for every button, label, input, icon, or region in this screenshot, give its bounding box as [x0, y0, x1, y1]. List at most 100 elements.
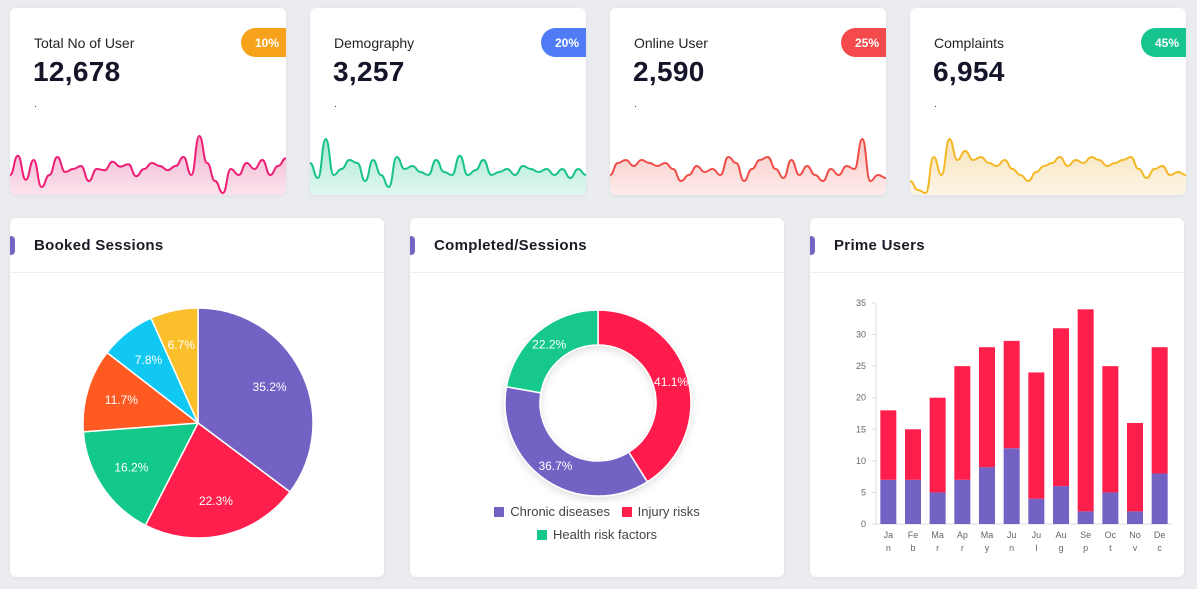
bar-segment	[979, 347, 995, 468]
pie-slice	[82, 351, 200, 433]
y-tick-label: 0	[861, 519, 866, 529]
stat-badge: 20%	[541, 28, 586, 57]
stat-title: Complaints	[934, 35, 1005, 51]
slice-label: 11.7%	[105, 393, 138, 407]
stat-value: 2,590	[633, 56, 705, 87]
bar-segment	[880, 410, 897, 480]
stat-card-total-users: Total No of User 12,678 . 10%	[10, 8, 286, 195]
bar-segment	[929, 492, 946, 524]
slice-label: 22.2%	[532, 338, 566, 352]
panel-title: Completed/Sessions	[434, 237, 587, 254]
y-tick-label: 30	[856, 330, 866, 340]
x-tick-label: Oc	[1105, 530, 1117, 540]
x-tick-label: b	[910, 543, 915, 553]
bar-segment	[1028, 498, 1045, 524]
stat-card-complaints: Complaints 6,954 . 45%	[910, 8, 1186, 195]
panel-accent-bar	[410, 236, 415, 255]
slice-label: 41.1%	[654, 375, 688, 389]
slice-label: 35.2%	[253, 380, 287, 394]
bar-segment	[1053, 486, 1069, 524]
bar-segment	[954, 366, 971, 480]
completed-sessions-panel: Completed/Sessions 41.1% 36.7% 22.2% Chron…	[410, 218, 784, 577]
sparkline-area	[10, 136, 286, 195]
chart-legend: Chronic diseases Injury risks	[410, 504, 784, 520]
booked-sessions-pie-chart: 35.2% 22.3% 16.2% 11.7% 7.8% 6.7%	[82, 307, 314, 539]
x-tick-label: r	[936, 543, 939, 553]
pie-slice	[149, 307, 199, 424]
legend-item[interactable]: Health risk factors	[536, 527, 657, 542]
legend-swatch	[494, 506, 505, 517]
legend-item[interactable]: Injury risks	[621, 504, 700, 519]
bar-segment	[1028, 372, 1045, 499]
sparkline-line	[310, 137, 586, 189]
y-tick-label: 10	[856, 456, 866, 466]
stat-subtext: .	[334, 99, 337, 110]
bar-segment	[1151, 347, 1168, 474]
stat-badge: 45%	[1141, 28, 1186, 57]
stat-title: Online User	[634, 35, 708, 51]
x-tick-label: No	[1129, 530, 1141, 540]
sparkline-area	[310, 139, 586, 195]
x-tick-label: r	[961, 543, 964, 553]
slice-label: 6.7%	[168, 338, 196, 352]
x-tick-label: Ju	[1032, 530, 1042, 540]
x-tick-label: Se	[1080, 530, 1091, 540]
panel-header: Prime Users	[810, 218, 1184, 273]
slice-label: 36.7%	[538, 459, 572, 473]
pie-slice	[144, 421, 292, 539]
slice-label: 16.2%	[114, 460, 148, 474]
stat-value: 3,257	[333, 56, 405, 87]
bar-segment	[1053, 328, 1069, 487]
x-tick-label: v	[1133, 543, 1138, 553]
panel-title: Prime Users	[834, 237, 925, 254]
x-tick-label: Ja	[884, 530, 894, 540]
x-tick-label: c	[1157, 543, 1162, 553]
x-tick-label: n	[886, 543, 891, 553]
sparkline-chart	[910, 137, 1186, 195]
panel-title: Booked Sessions	[34, 237, 164, 254]
x-tick-label: Au	[1055, 530, 1066, 540]
bar-segment	[1003, 340, 1020, 449]
legend-item[interactable]: Chronic diseases	[494, 504, 610, 519]
slice-label: 7.8%	[135, 353, 163, 367]
pie-slice	[505, 309, 599, 394]
x-tick-label: De	[1154, 530, 1166, 540]
sparkline-area	[910, 139, 1186, 195]
x-tick-label: Ma	[981, 530, 994, 540]
stat-value: 6,954	[933, 56, 1005, 87]
pie-slice	[197, 307, 314, 494]
x-tick-label: n	[1009, 543, 1014, 553]
pie-slice	[597, 309, 692, 483]
x-tick-label: Ju	[1007, 530, 1017, 540]
bar-segment	[954, 479, 971, 524]
x-tick-label: Ma	[931, 530, 944, 540]
stat-subtext: .	[634, 99, 637, 110]
prime-users-panel: Prime Users 0 5 10 15 20 25 30 35 Ja n Fe b Ma r Ap r Ma…	[810, 218, 1184, 577]
legend-label: Chronic diseases	[510, 504, 610, 519]
sparkline-chart	[10, 134, 286, 195]
x-tick-label: t	[1109, 543, 1112, 553]
y-tick-label: 25	[856, 361, 866, 371]
bar-segment	[1077, 511, 1094, 524]
stat-badge: 10%	[241, 28, 286, 57]
y-tick-label: 20	[856, 393, 866, 403]
stat-value: 12,678	[33, 56, 121, 87]
panel-accent-bar	[10, 236, 15, 255]
prime-users-bar-chart: 0 5 10 15 20 25 30 35 Ja n Fe b Ma r Ap r Ma y Ju n Ju l Au g Se…	[856, 298, 1172, 553]
bar-segment	[1151, 473, 1168, 524]
x-tick-label: Fe	[908, 530, 919, 540]
booked-sessions-panel: Booked Sessions 35.2% 22.3% 16.2% 11.7% 7.8%…	[10, 218, 384, 577]
chart-legend: Health risk factors	[410, 527, 784, 543]
sparkline-chart	[610, 137, 886, 195]
pie-slice	[504, 385, 649, 497]
bar-segment	[1102, 366, 1119, 493]
slice-label: 22.3%	[199, 494, 233, 508]
sparkline-chart	[310, 137, 586, 195]
bar-segment	[1127, 422, 1143, 512]
stat-card-online-user: Online User 2,590 . 25%	[610, 8, 886, 195]
panel-accent-bar	[810, 236, 815, 255]
bar-segment	[1003, 448, 1020, 524]
x-tick-label: y	[985, 543, 990, 553]
bar-segment	[979, 467, 995, 524]
stat-card-demography: Demography 3,257 . 20%	[310, 8, 586, 195]
